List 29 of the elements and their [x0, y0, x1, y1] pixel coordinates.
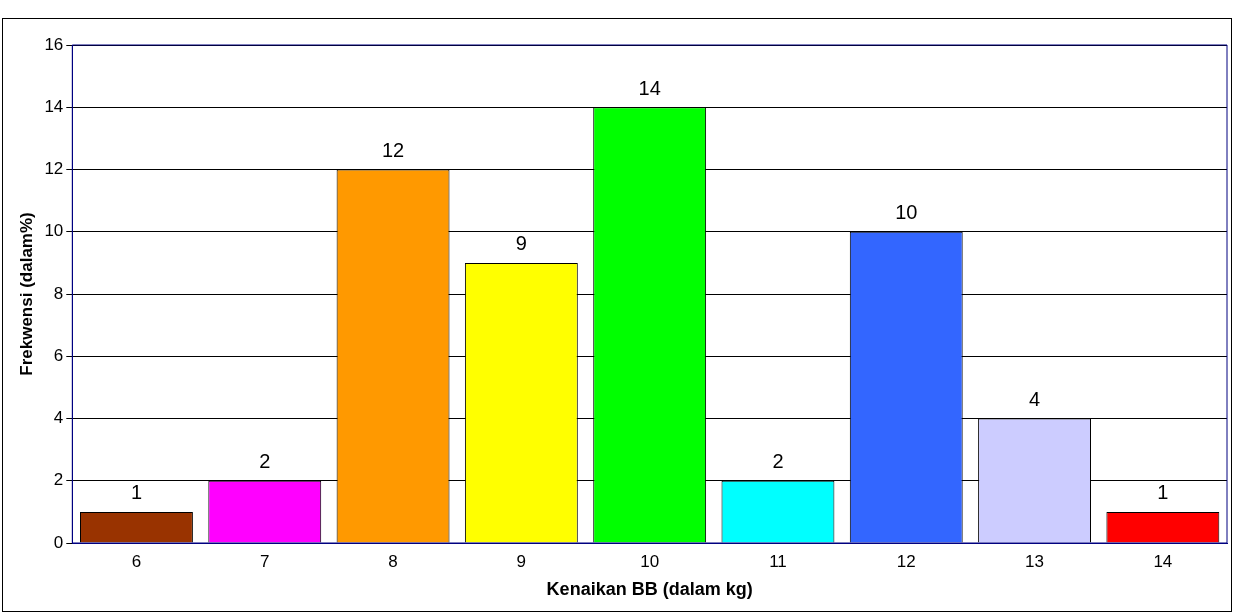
y-tick-label: 10 — [44, 221, 64, 241]
data-label: 12 — [381, 139, 405, 162]
x-tick-label: 10 — [640, 551, 660, 571]
data-label: 4 — [1028, 388, 1041, 411]
x-tick-label: 12 — [896, 551, 916, 571]
y-tick-label: 14 — [44, 96, 64, 116]
data-label: 9 — [515, 232, 527, 255]
data-label: 1 — [1157, 481, 1169, 504]
x-tick-label: 9 — [516, 551, 527, 571]
y-tick-label: 4 — [53, 408, 64, 428]
y-tick-label: 6 — [53, 345, 64, 365]
data-label: 10 — [895, 201, 918, 224]
x-tick-label: 6 — [131, 551, 142, 571]
y-tick-label: 16 — [44, 34, 64, 54]
y-tick-label: 8 — [53, 283, 64, 303]
x-tick-label: 13 — [1025, 551, 1045, 571]
y-axis-title: Frekwensi (dalam%) — [16, 212, 36, 376]
y-tick-label: 12 — [44, 159, 64, 179]
x-tick-label: 11 — [769, 551, 787, 571]
x-tick-label: 7 — [260, 551, 270, 571]
data-label: 1 — [130, 481, 143, 504]
x-axis-title: Kenaikan BB (dalam kg) — [546, 579, 753, 600]
x-tick-label: 8 — [388, 551, 398, 571]
data-label: 2 — [772, 450, 784, 473]
x-tick-label: 14 — [1153, 551, 1173, 571]
y-tick-label: 2 — [53, 470, 64, 490]
data-label: 14 — [638, 76, 661, 99]
y-tick-label: 0 — [53, 532, 64, 552]
data-label: 2 — [259, 450, 271, 473]
